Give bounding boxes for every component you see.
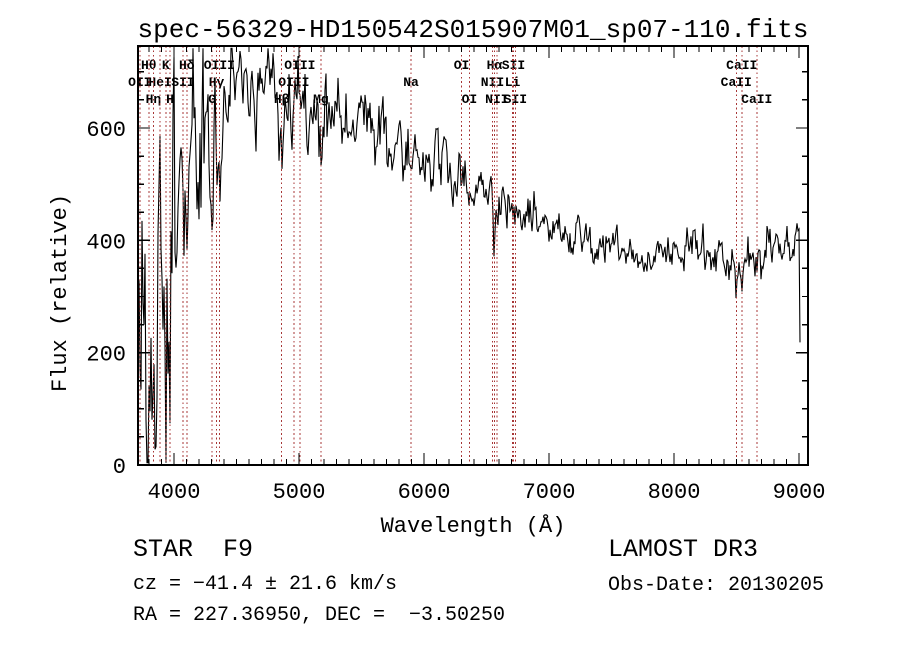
spectral-line-label: OIII bbox=[204, 58, 235, 73]
spectral-line-label: SII bbox=[502, 58, 525, 73]
y-tick-label: 0 bbox=[113, 455, 126, 480]
x-tick-label: 4000 bbox=[148, 480, 201, 505]
spectrum-trace bbox=[137, 47, 801, 464]
y-tick-labels: 0 200 400 600 bbox=[86, 118, 126, 480]
y-axis-label: Flux (relative) bbox=[48, 194, 73, 392]
spectral-line-label: OI bbox=[454, 58, 470, 73]
obs-date-text: Obs-Date: 20130205 bbox=[608, 574, 824, 597]
survey-text: LAMOST DR3 bbox=[608, 535, 758, 564]
spectral-line-label: Hθ bbox=[141, 58, 157, 73]
axes-frame bbox=[137, 45, 809, 466]
x-tick-label: 7000 bbox=[523, 480, 576, 505]
y-tick-label: 600 bbox=[86, 118, 126, 143]
radec-text: RA = 227.36950, DEC = −3.50250 bbox=[133, 604, 505, 627]
spectral-line-markers bbox=[139, 46, 758, 465]
spectral-line-label: CaII bbox=[726, 58, 757, 73]
plot-title: spec-56329-HD150542S015907M01_sp07-110.f… bbox=[138, 15, 809, 45]
axis-ticks bbox=[138, 46, 808, 466]
cz-text: cz = −41.4 ± 21.6 km/s bbox=[133, 573, 397, 596]
x-tick-label: 6000 bbox=[398, 480, 451, 505]
spectral-line-label: K bbox=[162, 58, 170, 73]
y-tick-label: 400 bbox=[86, 230, 126, 255]
x-tick-label: 9000 bbox=[773, 480, 826, 505]
star-class-text: STAR F9 bbox=[133, 535, 253, 564]
x-tick-label: 8000 bbox=[648, 480, 701, 505]
x-tick-label: 5000 bbox=[273, 480, 326, 505]
spectral-line-label: Hα bbox=[487, 58, 503, 73]
spectral-line-label: OIII bbox=[284, 58, 315, 73]
plot-frame bbox=[137, 45, 809, 466]
x-tick-labels: 4000 5000 6000 7000 8000 9000 bbox=[148, 480, 826, 505]
spectral-line-labels: OIIHθHηHeIKHSIIHδGHγOIIIHβOIIIOIIIMgNaOI… bbox=[128, 58, 772, 107]
x-axis-label: Wavelength (Å) bbox=[381, 513, 566, 539]
y-tick-label: 200 bbox=[86, 343, 126, 368]
